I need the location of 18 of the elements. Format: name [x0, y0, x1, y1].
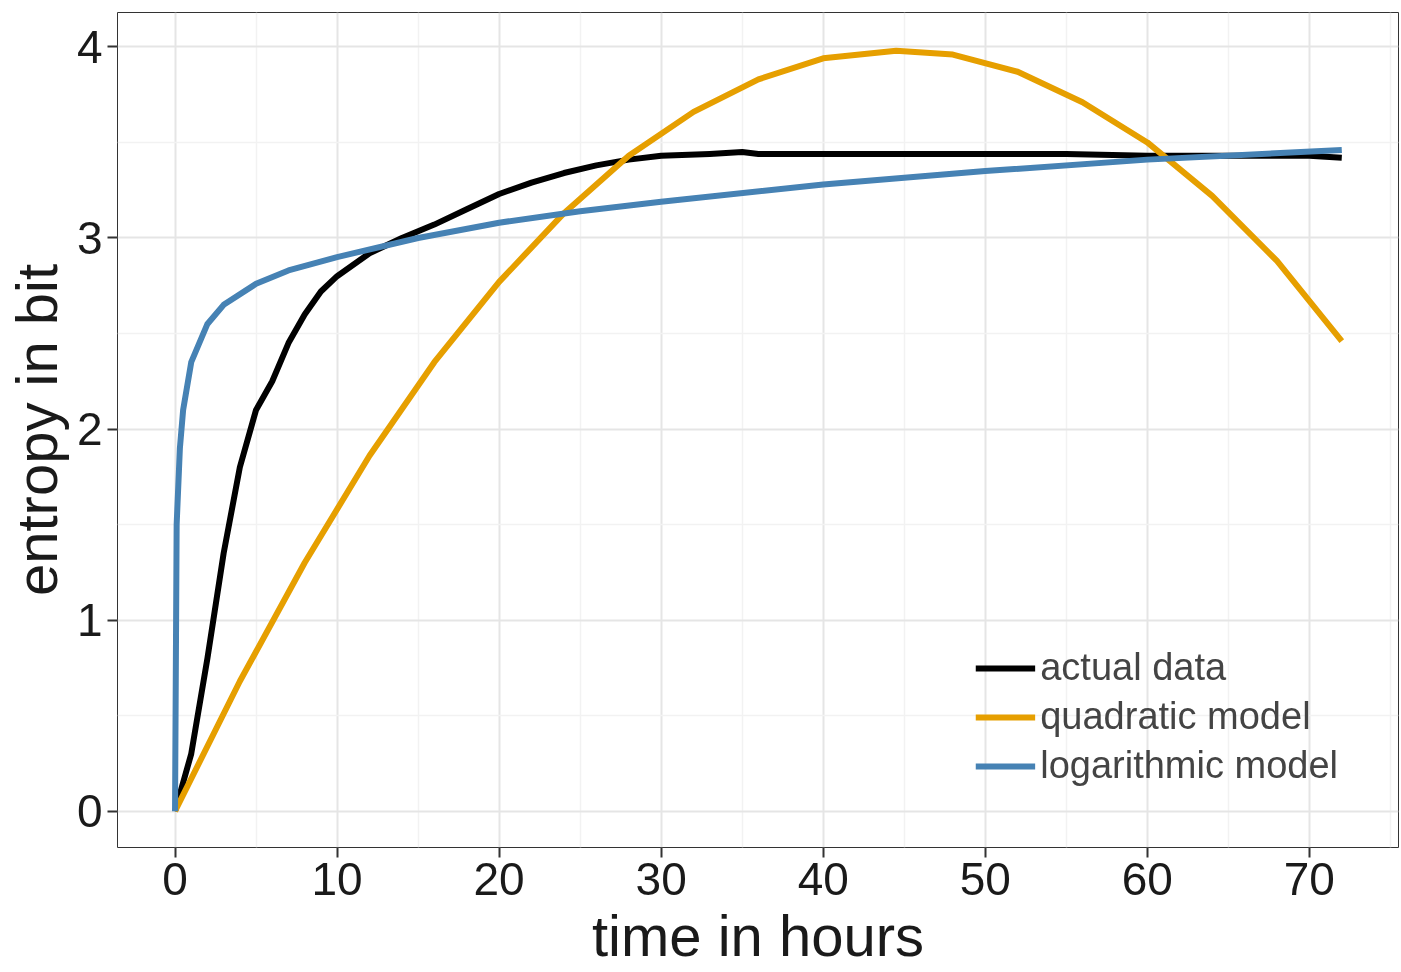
y-tick-label: 2: [76, 403, 103, 456]
x-tick-label: 30: [635, 852, 687, 905]
y-tick-label: 0: [76, 785, 103, 838]
legend-label: actual data: [1040, 646, 1227, 689]
legend-label: quadratic model: [1040, 695, 1311, 738]
x-tick-label: 20: [473, 852, 525, 905]
x-tick-label: 60: [1121, 852, 1173, 905]
y-axis-title: entropy in bit: [3, 263, 69, 597]
x-tick-label: 10: [311, 852, 363, 905]
x-axis-title: time in hours: [591, 902, 925, 968]
legend-label: logarithmic model: [1040, 744, 1338, 787]
x-tick-label: 50: [959, 852, 1011, 905]
y-tick-label: 4: [76, 20, 103, 73]
x-tick-label: 70: [1283, 852, 1335, 905]
x-tick-label: 40: [797, 852, 849, 905]
x-tick-label: 0: [162, 852, 188, 905]
y-tick-label: 1: [76, 594, 103, 647]
y-tick-label: 3: [76, 211, 103, 264]
